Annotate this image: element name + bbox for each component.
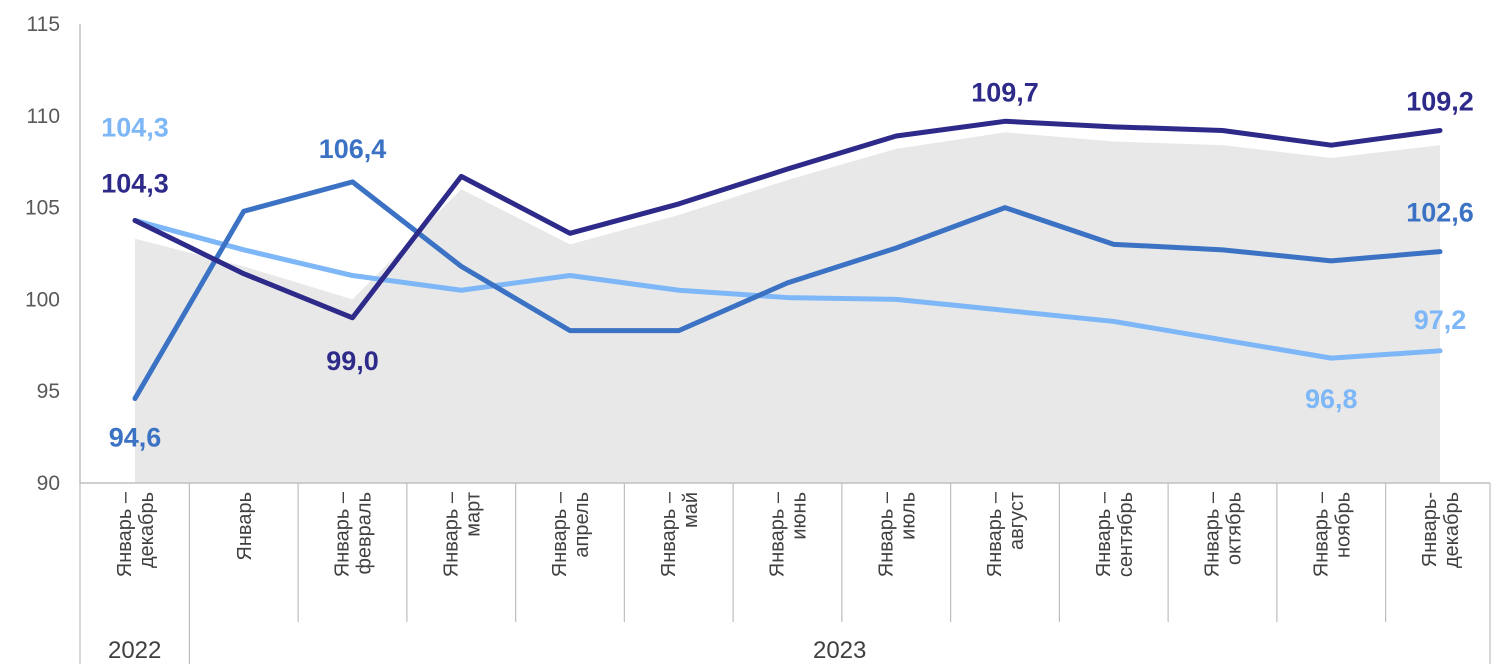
y-tick-label: 115 xyxy=(27,13,60,36)
x-category-label: декабрь xyxy=(1441,492,1463,568)
data-label: 96,8 xyxy=(1305,384,1358,414)
x-category-label: июнь xyxy=(789,492,811,540)
x-category-label: февраль xyxy=(354,492,376,575)
x-category-label: март xyxy=(462,492,484,537)
x-category-label: август xyxy=(1006,492,1028,550)
data-label: 97,2 xyxy=(1414,305,1467,335)
x-axis-categories: Январь – декабрь Январь Январь – февраль Янва… xyxy=(80,483,1490,664)
x-category-label: Январь – xyxy=(767,491,789,577)
x-category-label: Январь – xyxy=(984,491,1006,577)
data-label: 104,3 xyxy=(101,112,169,142)
data-label: 104,3 xyxy=(101,168,169,198)
x-category-label: Январь – xyxy=(1310,491,1332,577)
data-label: 106,4 xyxy=(319,134,387,164)
data-label: 94,6 xyxy=(109,423,162,453)
data-label: 102,6 xyxy=(1406,198,1474,228)
y-tick-label: 105 xyxy=(25,197,60,220)
x-category-label: сентябрь xyxy=(1115,492,1137,577)
y-axis-ticks: 90 95 100 105 110 115 xyxy=(25,13,60,495)
x-category-label: май xyxy=(680,492,702,528)
x-category-label: октябрь xyxy=(1224,492,1246,565)
data-label: 109,7 xyxy=(971,77,1039,107)
x-category-label: Январь – xyxy=(875,491,897,577)
x-category-label: декабрь xyxy=(136,492,158,568)
x-category-label: Январь – xyxy=(332,491,354,577)
year-label: 2022 xyxy=(108,637,161,664)
x-category-label: июль xyxy=(897,492,919,540)
year-label: 2023 xyxy=(813,637,866,664)
data-label: 99,0 xyxy=(326,346,379,376)
x-category-label: Январь – xyxy=(549,491,571,577)
x-category-label: Январь- xyxy=(1419,492,1441,567)
x-category-label: Январь xyxy=(234,492,256,561)
x-category-label: Январь – xyxy=(1202,491,1224,577)
x-category-label: Январь – xyxy=(658,491,680,577)
y-tick-label: 100 xyxy=(25,288,60,311)
data-label: 109,2 xyxy=(1406,86,1474,116)
x-category-label: Январь – xyxy=(1093,491,1115,577)
y-tick-label: 95 xyxy=(37,380,60,403)
x-category-label: ноябрь xyxy=(1332,492,1354,558)
year-groups: 2022 2023 xyxy=(108,637,866,664)
x-category-label: Январь – xyxy=(440,491,462,577)
x-category-label: Январь – xyxy=(114,491,136,577)
y-tick-label: 90 xyxy=(37,472,60,495)
x-category-label: апрель xyxy=(571,492,593,558)
y-tick-label: 110 xyxy=(27,105,60,128)
